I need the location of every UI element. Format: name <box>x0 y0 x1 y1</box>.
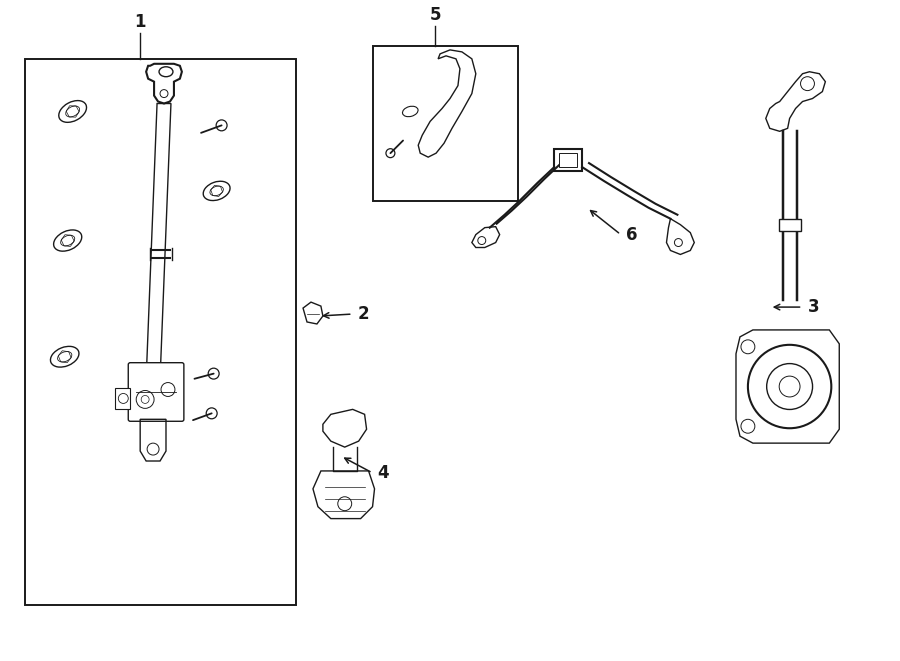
Text: 3: 3 <box>807 298 819 316</box>
Text: 6: 6 <box>626 225 637 244</box>
FancyBboxPatch shape <box>129 363 184 421</box>
Bar <box>778 219 800 231</box>
Bar <box>559 153 577 167</box>
Text: 5: 5 <box>429 6 441 24</box>
Bar <box>373 46 518 201</box>
Text: 1: 1 <box>134 13 146 31</box>
Bar <box>25 59 296 605</box>
Bar <box>115 387 130 409</box>
Bar <box>554 149 582 171</box>
Text: 4: 4 <box>377 464 389 482</box>
Text: 2: 2 <box>357 305 369 323</box>
